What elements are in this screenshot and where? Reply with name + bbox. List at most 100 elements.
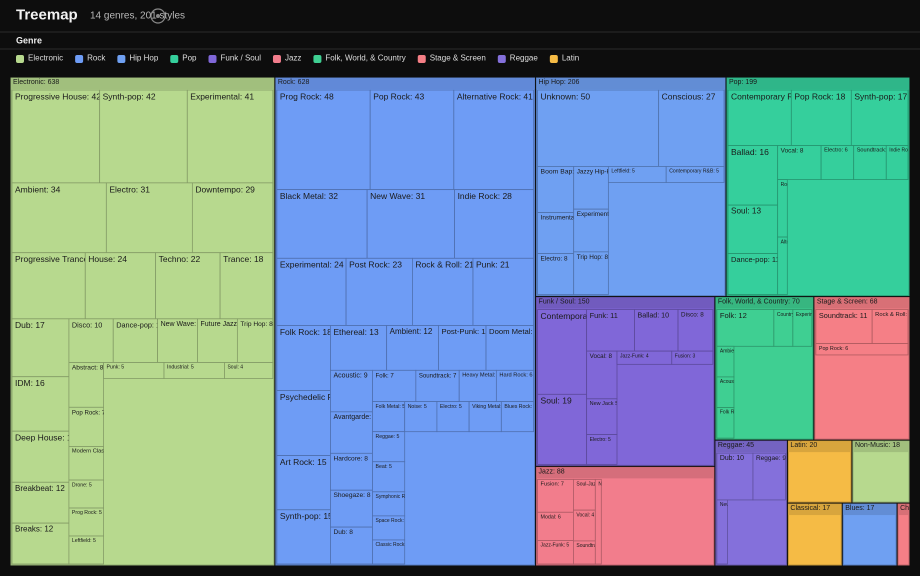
style-group: Soul: 19: [537, 393, 588, 465]
style-group: Symphonic Rock: 4: [372, 491, 406, 517]
legend-label: Funk / Soul: [221, 54, 262, 63]
style-cell: [853, 145, 887, 180]
style-cell: [11, 182, 107, 254]
style-group: Vocal: 4: [573, 509, 596, 542]
style-label: Disco: 10: [72, 320, 102, 329]
style-group: Fusion: 3: [671, 350, 714, 365]
style-label: Vocal: 4: [576, 512, 594, 518]
style-label: Breakbeat: 12: [15, 484, 65, 493]
style-group: Hard Rock: 6: [495, 369, 534, 403]
genre-label: Pop: 199: [729, 79, 757, 86]
style-cell: [369, 89, 455, 191]
style-label: Blues Rock: 5: [504, 404, 536, 410]
settings-button[interactable]: [150, 8, 166, 24]
style-cell: [777, 236, 788, 295]
style-label: Country: 4: [777, 312, 800, 318]
genre-header: [788, 504, 842, 516]
legend-swatch: [208, 55, 217, 63]
style-group: Instrumental: 8: [537, 212, 575, 254]
style-group: Soundtrack: 7: [415, 369, 460, 403]
style-cell: [871, 309, 909, 344]
style-label: Electro: 6: [824, 148, 848, 154]
genre-header: [898, 504, 909, 516]
style-group: Trip Hop: 8: [573, 251, 609, 295]
style-cell: [186, 89, 274, 184]
style-group: New Wave: 9: [157, 318, 198, 363]
style-cell: [68, 362, 104, 408]
style-group: Indie Rock: 4: [885, 145, 918, 180]
style-group: Folk Rock: 3: [716, 407, 735, 439]
style-group: Dub: 8: [330, 526, 373, 565]
style-group: Prog Rock: 48: [276, 89, 371, 191]
genre-group: Classical: 17: [787, 503, 842, 566]
style-group: Electro: 31: [105, 182, 193, 254]
style-group: Funk: 11: [586, 309, 635, 352]
style-group: Leftfield: 5: [607, 166, 667, 183]
style-label: Jazz-Funk: 5: [541, 543, 570, 549]
style-cell: [716, 452, 754, 501]
style-group: Conscious: 27: [658, 89, 725, 167]
style-label: Indie Rock: 4: [889, 148, 918, 154]
genre-label: Reggae: 45: [718, 442, 754, 449]
style-group: Beat: 5: [372, 461, 406, 493]
style-cell: [191, 182, 274, 254]
style-label: Dub: 8: [333, 529, 353, 536]
style-label: Psychedelic Rock: 18: [280, 392, 362, 402]
style-group: Electro: 6: [820, 145, 855, 180]
legend-swatch: [549, 55, 558, 63]
legend-label: Pop: [182, 54, 197, 63]
style-label: Ballad: 16: [731, 147, 769, 157]
legend-swatch: [497, 55, 506, 63]
settings-icon-dot: [156, 14, 160, 18]
legend-swatch: [16, 55, 24, 63]
style-group: Ambient: 34: [11, 182, 107, 254]
style-cell: [372, 401, 406, 433]
style-group: Reggae: 9: [752, 452, 786, 501]
style-group: Viking Metal: 5: [468, 401, 502, 433]
style-cell: [485, 325, 534, 371]
style-cell: [436, 401, 470, 433]
style-group: Trance: 18: [219, 252, 274, 320]
genre-header: [715, 297, 813, 309]
style-cell: [472, 257, 534, 326]
style-label: Soundtrack: 6: [857, 148, 892, 154]
genre-label: Funk / Soul: 150: [539, 299, 590, 306]
style-cell: [677, 309, 714, 352]
style-group: Disco: 10: [68, 318, 114, 363]
genre-group: Reggae: 45 Dub: 10 Reggae: 9 New Wave: 4: [715, 440, 787, 566]
style-cell: [68, 479, 104, 509]
style-group: Doom Metal: 11: [485, 325, 534, 371]
style-label: Funk: 11: [590, 311, 618, 320]
style-cell: [573, 251, 609, 295]
legend-swatch: [75, 55, 84, 63]
style-group: Reggae: 5: [372, 431, 406, 463]
style-cell: [815, 309, 873, 344]
style-group: Noise: 5: [404, 401, 438, 433]
genre-group: Blues: 17: [842, 503, 897, 566]
style-label: Experimental: 41: [190, 91, 254, 101]
style-label: Prog Rock: 5: [72, 510, 102, 516]
style-cell: [330, 411, 373, 454]
style-cell: [372, 515, 406, 541]
genre-label: Children's: 4: [900, 505, 920, 512]
genre-header: [11, 78, 274, 89]
settings-icon[interactable]: [150, 8, 166, 24]
style-cell: [594, 478, 602, 565]
style-label: Boom Bap: 9: [541, 168, 581, 175]
style-cell: [366, 189, 455, 259]
style-label: Experimental: 24: [280, 260, 344, 270]
style-group: Black Metal: 32: [276, 189, 368, 259]
style-label: Downtempo: 29: [195, 184, 255, 194]
style-cell: [815, 343, 909, 356]
style-group: Synth-pop: 15: [276, 509, 331, 565]
genre-group: Latin: 20: [787, 440, 852, 503]
legend-label: Latin: [562, 54, 579, 63]
style-group: Modal: 6: [537, 511, 574, 541]
style-cell: [537, 478, 574, 513]
style-group: Jazz-Funk: 5: [537, 540, 574, 565]
style-cell: [11, 430, 70, 483]
style-label: Pop Rock: 6: [819, 346, 848, 352]
legend-swatch: [170, 55, 179, 63]
style-label: Black Metal: 32: [280, 191, 338, 201]
style-label: Trip Hop: 8: [240, 321, 273, 328]
